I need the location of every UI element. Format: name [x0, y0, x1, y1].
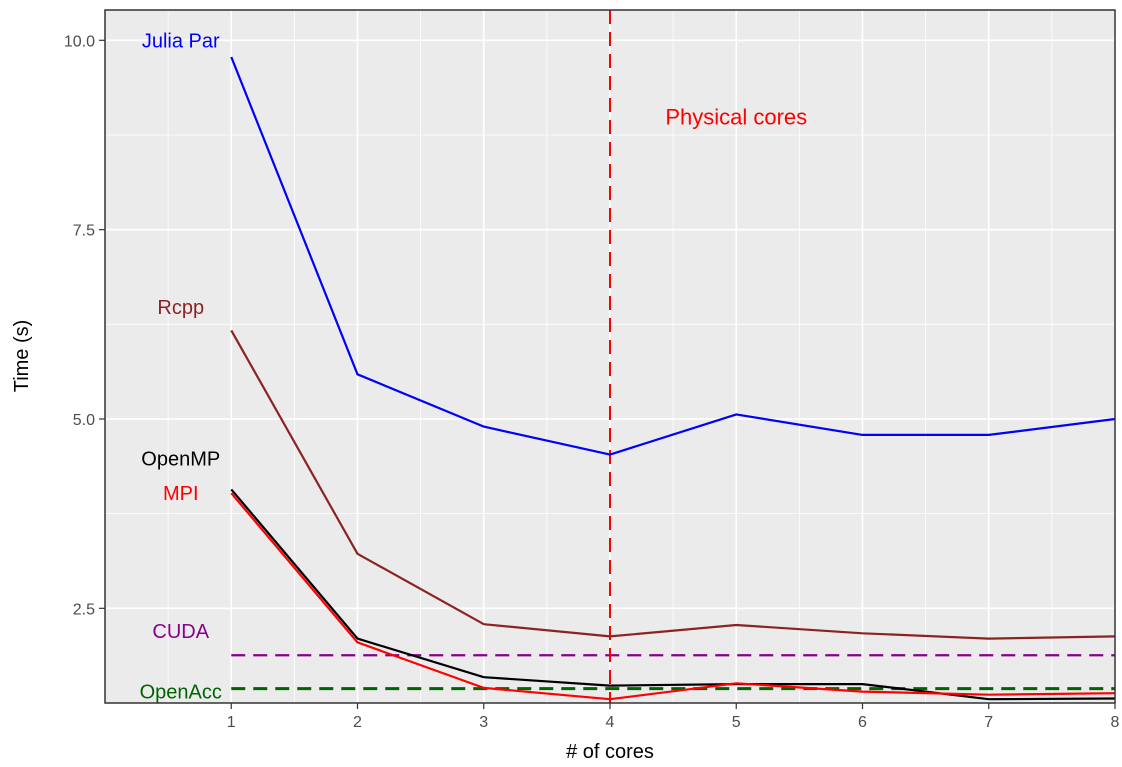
- label-cuda: CUDA: [152, 621, 209, 643]
- label-openacc: OpenAcc: [140, 682, 222, 704]
- label-mpi: MPI: [163, 483, 199, 505]
- x-tick-label: 1: [227, 714, 236, 731]
- x-tick-label: 7: [984, 714, 993, 731]
- x-tick-label: 5: [732, 714, 741, 731]
- x-tick-label: 8: [1111, 714, 1120, 731]
- x-axis: 1 2 3 4 5 6 7 8: [227, 703, 1120, 731]
- y-tick-label: 7.5: [73, 223, 95, 240]
- reference-lines: [231, 10, 1115, 703]
- y-tick-label: 5.0: [73, 412, 95, 429]
- label-julia-par: Julia Par: [142, 30, 220, 52]
- series-line-openmp: [230, 488, 1116, 701]
- label-physical-cores: Physical cores: [665, 105, 807, 130]
- x-tick-label: 2: [353, 714, 362, 731]
- series-line-julia-par: [230, 56, 1116, 456]
- series-line-rcpp: [230, 329, 1116, 640]
- direct-labels: Julia Par Rcpp OpenMP MPI CUDA OpenAcc Physica…: [140, 30, 808, 703]
- x-axis-title: # of cores: [566, 741, 654, 763]
- label-rcpp: Rcpp: [157, 297, 204, 319]
- y-tick-label: 10.0: [64, 33, 95, 50]
- x-tick-label: 4: [606, 714, 615, 731]
- y-axis-title: Time (s): [11, 320, 33, 393]
- y-tick-label: 2.5: [73, 601, 95, 618]
- x-tick-label: 6: [858, 714, 867, 731]
- label-openmp: OpenMP: [141, 448, 220, 470]
- y-axis: 2.5 5.0 7.5 10.0: [64, 33, 105, 618]
- series-line-mpi: [230, 492, 1116, 701]
- series-lines: [230, 56, 1116, 701]
- x-tick-label: 3: [479, 714, 488, 731]
